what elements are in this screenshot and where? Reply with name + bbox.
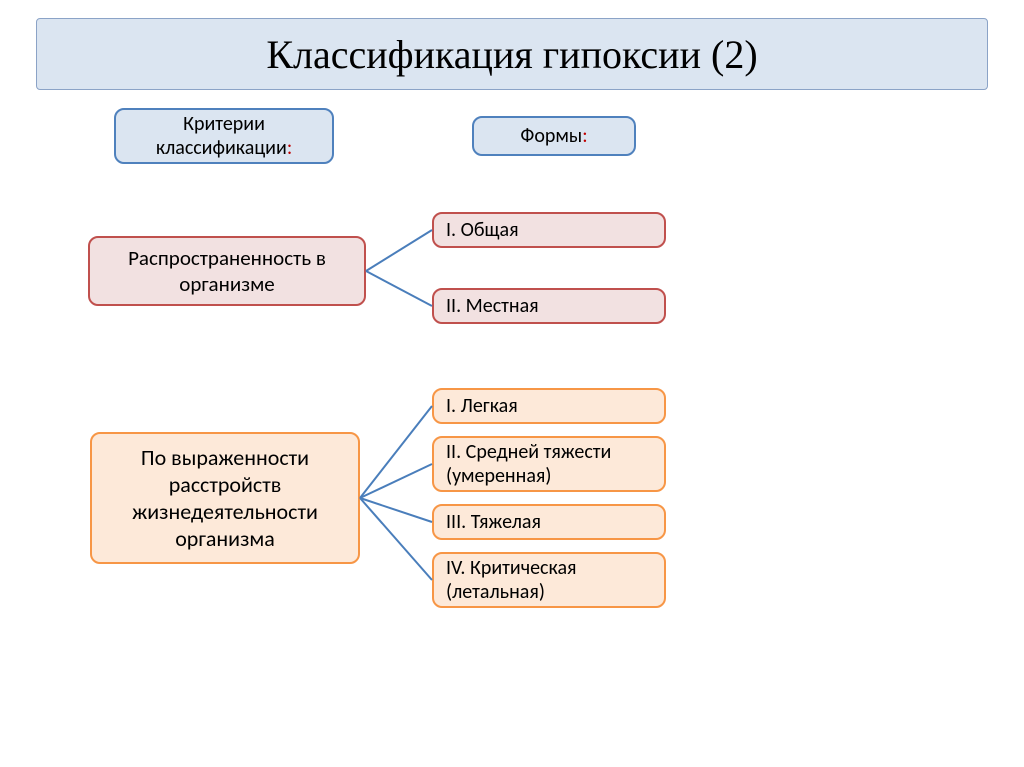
leaf-mild: I. Легкая [432,388,666,424]
slide-title-text: Классификация гипоксии (2) [266,31,757,78]
header-criteria-label: Критерии классификации: [126,112,322,160]
criterion-severity-label: По выраженности расстройств жизнедеятель… [102,444,348,552]
leaf-moderate: II. Средней тяжести (умеренная) [432,436,666,492]
criterion-prevalence: Распространенность в организме [88,236,366,306]
header-criteria: Критерии классификации: [114,108,334,164]
leaf-local: II. Местная [432,288,666,324]
leaf-general: I. Общая [432,212,666,248]
criterion-severity: По выраженности расстройств жизнедеятель… [90,432,360,564]
leaf-severe: III. Тяжелая [432,504,666,540]
slide-title: Классификация гипоксии (2) [36,18,988,90]
criterion-prevalence-label: Распространенность в организме [100,245,354,297]
header-forms-label: Формы: [520,124,587,148]
leaf-critical: IV. Критическая (летальная) [432,552,666,608]
header-forms: Формы: [472,116,636,156]
